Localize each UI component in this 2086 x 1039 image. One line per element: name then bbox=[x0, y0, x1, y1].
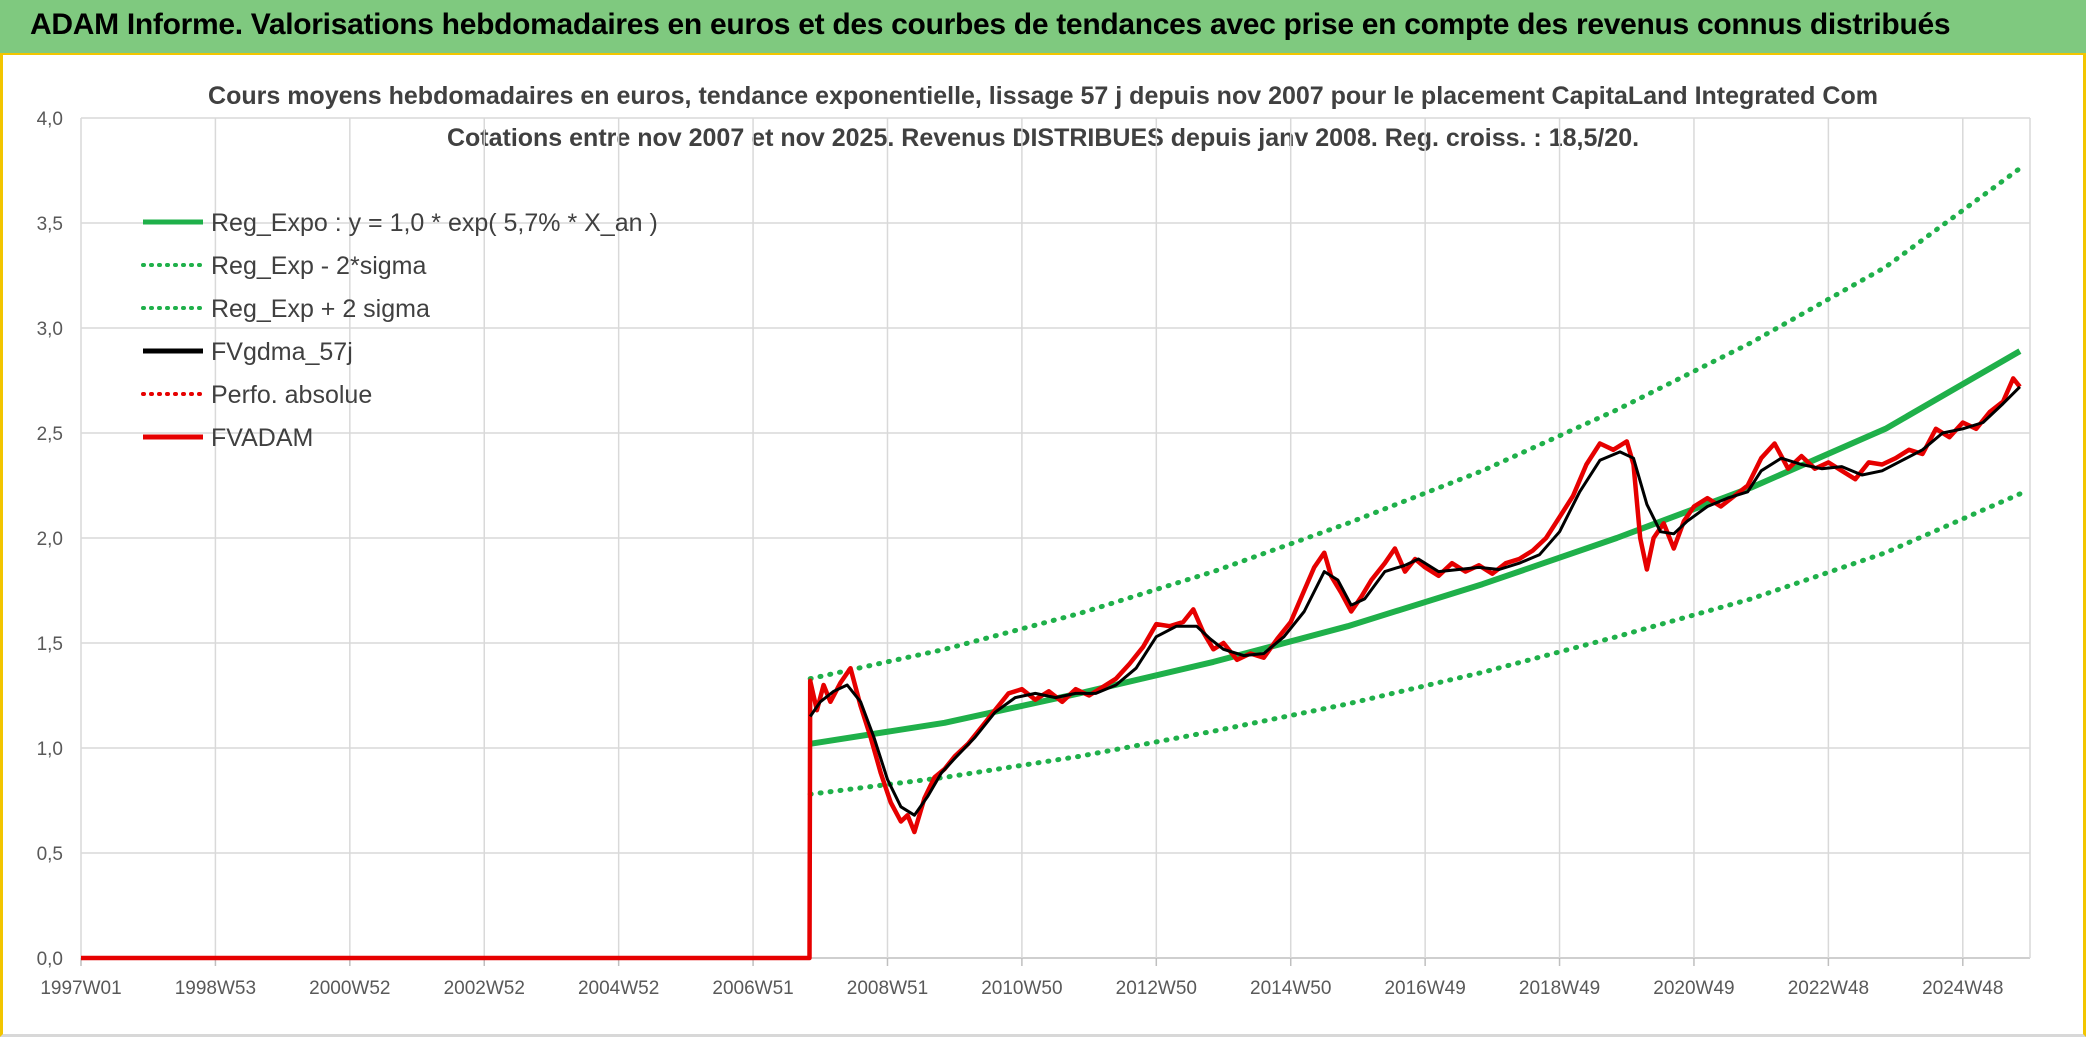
x-tick-label: 2006W51 bbox=[712, 978, 793, 999]
legend-entry: FVgdma_57j bbox=[143, 338, 353, 366]
chart-grid bbox=[80, 117, 2031, 959]
x-tick-label: 2014W50 bbox=[1250, 978, 1331, 999]
x-tick-label: 2022W48 bbox=[1788, 978, 1869, 999]
series-line bbox=[81, 376, 2022, 961]
x-tick-label: 2000W52 bbox=[309, 978, 390, 999]
x-tick-label: 2018W49 bbox=[1519, 978, 1600, 999]
x-tick-label: 1997W01 bbox=[40, 978, 121, 999]
x-axis: 1997W01 1998W53 2000W52 2002W52 2004W52 2006W… bbox=[40, 958, 2003, 999]
x-tick-label: 2024W48 bbox=[1922, 978, 2003, 999]
x-tick-label: 2012W50 bbox=[1116, 978, 1197, 999]
x-tick-label: 2020W49 bbox=[1653, 978, 1734, 999]
x-tick-label: 2008W51 bbox=[847, 978, 928, 999]
y-tick-label: 3,5 bbox=[37, 214, 63, 235]
y-tick-label: 1,5 bbox=[37, 634, 63, 655]
y-tick-label: 0,0 bbox=[37, 949, 63, 970]
chart-svg: Cours moyens hebdomadaires en euros, ten… bbox=[37, 82, 2031, 999]
y-tick-label: 2,0 bbox=[37, 529, 63, 550]
plot-area bbox=[81, 165, 2023, 961]
legend-label: Reg_Exp + 2 sigma bbox=[211, 295, 430, 323]
legend-label: FVADAM bbox=[211, 424, 313, 452]
y-tick-label: 1,0 bbox=[37, 739, 63, 760]
x-tick-label: 2010W50 bbox=[981, 978, 1062, 999]
legend-label: Reg_Expo : y = 1,0 * exp( 5,7% * X_an ) bbox=[211, 209, 658, 237]
legend-label: Reg_Exp - 2*sigma bbox=[211, 252, 426, 280]
legend-entry: Reg_Exp - 2*sigma bbox=[141, 252, 426, 280]
legend-entry: Reg_Exp + 2 sigma bbox=[141, 295, 430, 323]
legend-label: Perfo. absolue bbox=[211, 381, 372, 409]
legend-label: FVgdma_57j bbox=[211, 338, 353, 366]
chart-subtitle: Cotations entre nov 2007 et nov 2025. Re… bbox=[447, 124, 1639, 152]
y-tick-label: 4,0 bbox=[37, 109, 63, 130]
series-line bbox=[807, 165, 2023, 682]
chart-frame: Cours moyens hebdomadaires en euros, ten… bbox=[0, 55, 2086, 1037]
y-tick-label: 3,0 bbox=[37, 319, 63, 340]
chart-title: Cours moyens hebdomadaires en euros, ten… bbox=[208, 82, 1878, 110]
y-axis: 0,0 0,5 1,0 1,5 2,0 2,5 3,0 3,5 4,0 bbox=[37, 109, 63, 970]
series-line bbox=[807, 491, 2023, 797]
x-tick-label: 2002W52 bbox=[444, 978, 525, 999]
legend-entry: Perfo. absolue bbox=[141, 381, 372, 409]
x-tick-label: 2016W49 bbox=[1384, 978, 1465, 999]
y-tick-label: 0,5 bbox=[37, 844, 63, 865]
legend-entry: Reg_Expo : y = 1,0 * exp( 5,7% * X_an ) bbox=[143, 209, 658, 237]
legend-entry: FVADAM bbox=[143, 424, 313, 452]
report-header: ADAM Informe. Valorisations hebdomadaire… bbox=[0, 0, 2086, 55]
y-tick-label: 2,5 bbox=[37, 424, 63, 445]
series-line bbox=[808, 385, 2021, 817]
series-line bbox=[809, 348, 2022, 747]
legend: Reg_Expo : y = 1,0 * exp( 5,7% * X_an ) R… bbox=[141, 209, 658, 452]
x-tick-label: 2004W52 bbox=[578, 978, 659, 999]
report-title: ADAM Informe. Valorisations hebdomadaire… bbox=[30, 8, 1951, 41]
x-tick-label: 1998W53 bbox=[175, 978, 256, 999]
